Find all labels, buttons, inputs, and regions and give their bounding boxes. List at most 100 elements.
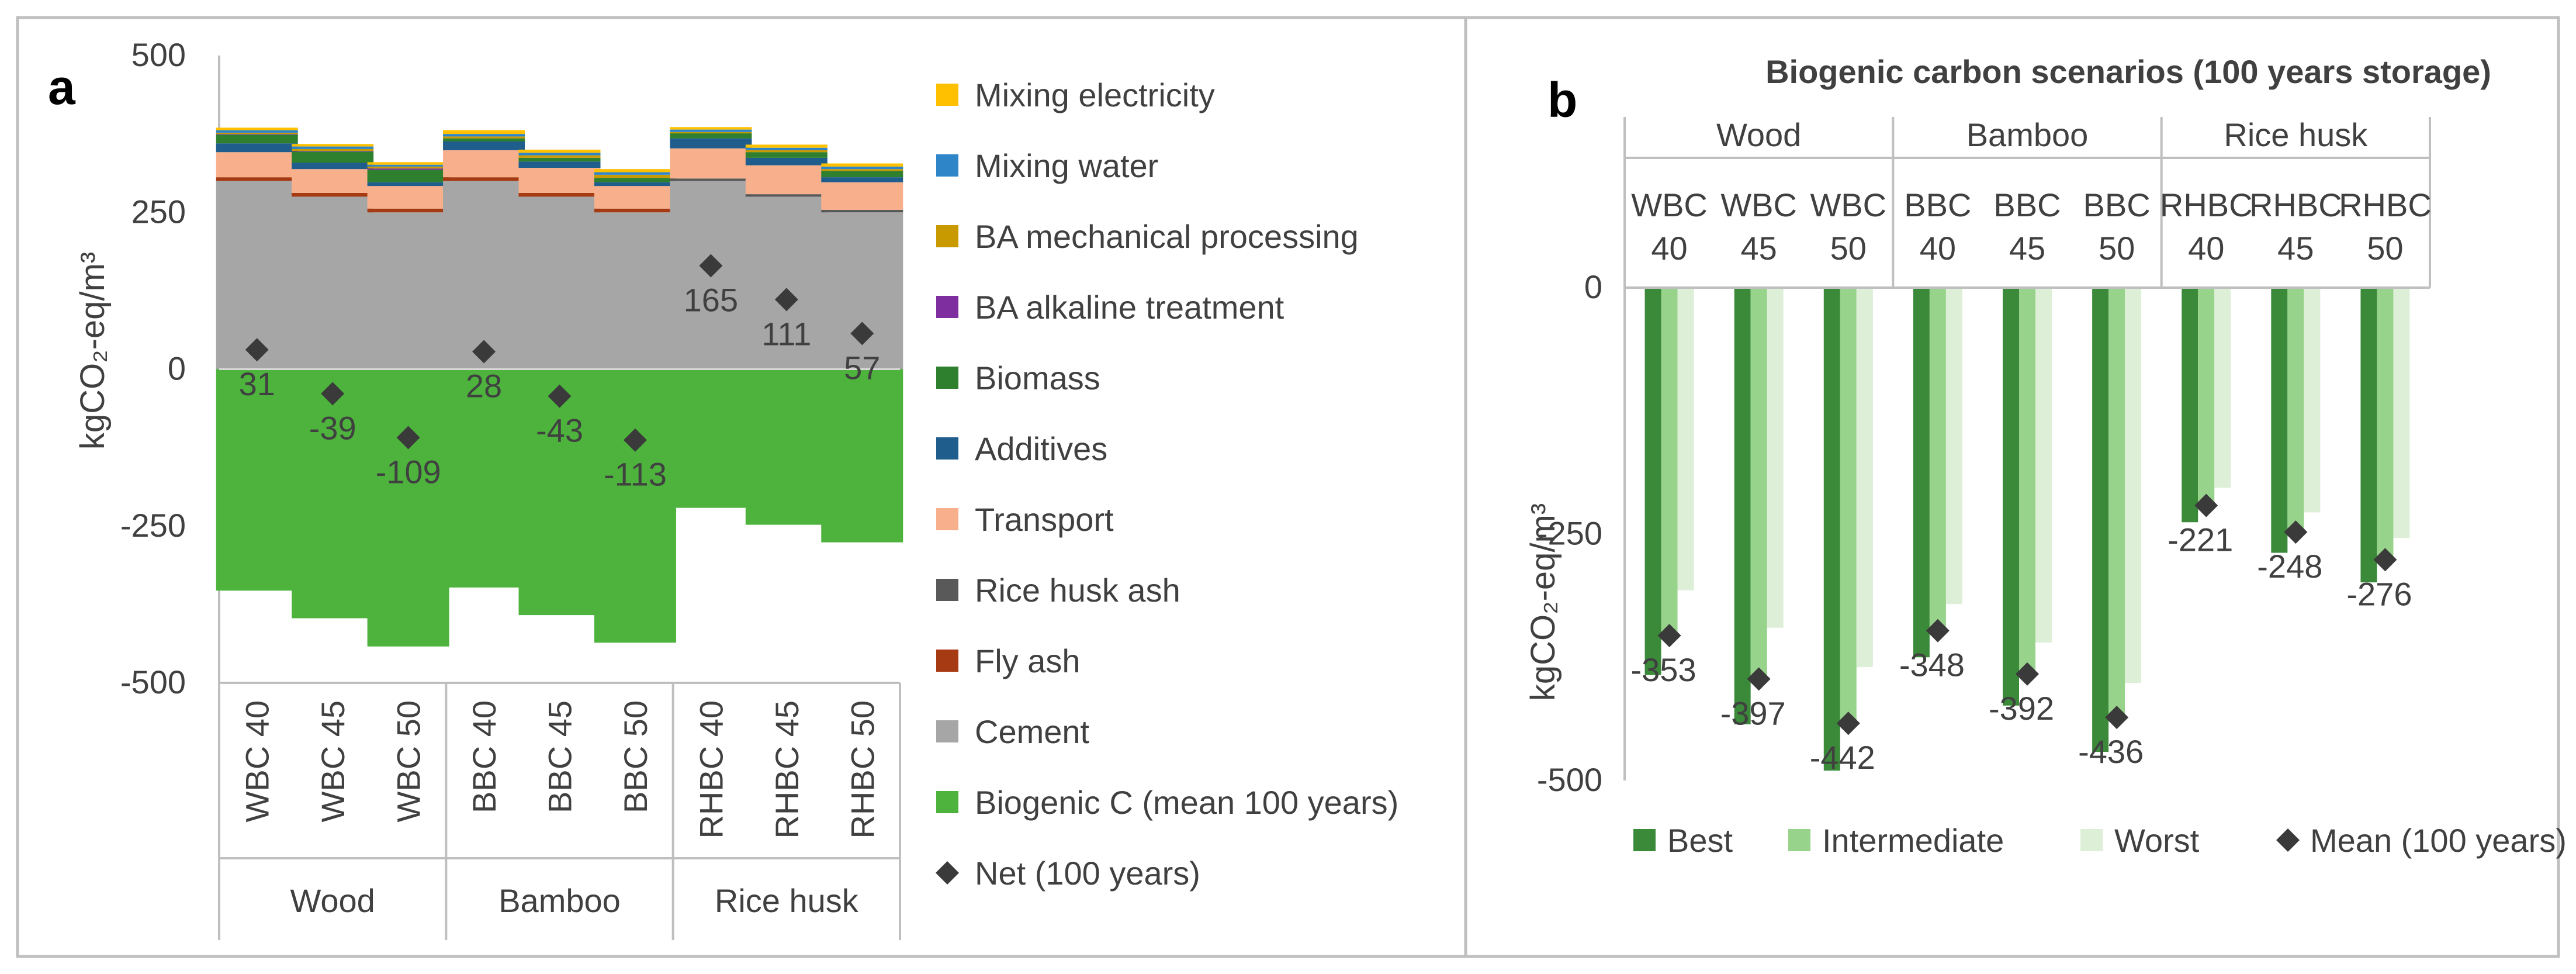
legend-swatch-intermediate	[1788, 829, 1810, 851]
bar-biogenic-c-mean-100-years	[745, 369, 827, 525]
bar-cement	[443, 181, 525, 369]
net-marker	[699, 254, 723, 278]
bar-additives	[670, 138, 752, 148]
bar-intermediate	[2377, 289, 2394, 560]
bar-biogenic-c-mean-100-years	[821, 369, 903, 543]
bar-ba-mechanical-processing	[292, 148, 374, 151]
bar-cement	[216, 181, 298, 369]
legend-label: Cement	[975, 713, 1090, 750]
bar-worst	[2214, 289, 2231, 488]
x-tick-label: 50	[1830, 230, 1867, 267]
mean-value-label: -397	[1720, 695, 1786, 731]
bar-additives	[821, 177, 903, 182]
net-marker	[396, 426, 420, 450]
legend-swatch-rice-husk-ash	[936, 579, 958, 601]
panel-a: a -500 -250 0 250 500 kgCO₂-eq/m³ 31 -39 -109 2…	[48, 36, 1398, 940]
x-tick-label: BBC	[1904, 186, 1971, 223]
x-tick-label: 40	[2188, 230, 2224, 267]
bar-ba-mechanical-processing	[443, 136, 525, 139]
bar-best	[2360, 289, 2377, 583]
bar-mixing-electricity	[518, 149, 601, 153]
bar-fly-ash	[518, 192, 601, 197]
y-tick-label: 0	[1584, 268, 1602, 305]
bar-cement	[745, 196, 827, 369]
bar-mixing-electricity	[670, 127, 752, 130]
y-tick-label: -500	[1537, 761, 1602, 798]
bar-additives	[518, 161, 601, 168]
net-value-label: 28	[466, 367, 502, 404]
bar-transport	[367, 186, 449, 209]
x-tick-label: WBC 50	[390, 700, 427, 823]
bar-cement	[821, 212, 903, 369]
y-tick-label: -250	[120, 507, 186, 544]
bar-mixing-electricity	[443, 130, 525, 134]
bar-worst	[1945, 289, 1962, 605]
net-value-label: -43	[536, 412, 583, 449]
x-tick-label: BBC	[2083, 186, 2151, 223]
bar-fly-ash	[443, 177, 525, 181]
legend-label: Transport	[975, 501, 1114, 538]
legend-label: Worst	[2114, 822, 2200, 859]
x-tick-label: RHBC 40	[693, 700, 729, 839]
legend-label: Fly ash	[975, 643, 1081, 679]
bar-mixing-water	[443, 134, 525, 137]
mean-marker	[2373, 548, 2397, 572]
bar-biomass	[216, 134, 298, 144]
legend-label: BA alkaline treatment	[975, 289, 1284, 326]
x-tick-label: RHBC 50	[844, 700, 881, 839]
bar-biomass	[443, 138, 525, 142]
group-label: Bamboo	[1966, 116, 2089, 153]
bar-intermediate	[1661, 289, 1678, 636]
x-tick-label: RHBC	[2339, 186, 2432, 223]
bar-mixing-water	[518, 153, 601, 156]
mean-marker	[2016, 662, 2039, 686]
net-value-label: 111	[761, 315, 811, 352]
bar-fly-ash	[367, 208, 449, 213]
legend-label: Net (100 years)	[975, 855, 1200, 892]
legend-label: Mean (100 years)	[2310, 822, 2567, 859]
bar-worst	[1856, 289, 1873, 668]
bar-mixing-water	[821, 166, 903, 170]
bar-worst	[2125, 289, 2142, 683]
legend-mean-marker	[2276, 828, 2300, 852]
x-tick-label: WBC	[1720, 186, 1797, 223]
bar-additives	[216, 143, 298, 153]
bar-worst	[1767, 289, 1784, 628]
x-tick-label: 45	[2009, 230, 2045, 267]
bar-mixing-electricity	[292, 144, 374, 147]
legend-label: Mixing electricity	[975, 77, 1215, 113]
bar-mixing-electricity	[367, 162, 449, 165]
mean-marker	[1657, 624, 1681, 648]
bar-mixing-electricity	[594, 169, 676, 172]
mean-value-label: -442	[1810, 739, 1875, 776]
bar-biomass	[367, 170, 449, 182]
bar-biogenic-c-mean-100-years	[594, 369, 676, 643]
x-tick-label: 45	[1741, 230, 1777, 267]
bar-transport	[443, 150, 525, 178]
bar-transport	[670, 148, 752, 179]
net-value-label: -109	[376, 453, 441, 490]
bar-best	[2092, 289, 2109, 752]
bar-transport	[745, 165, 827, 195]
bar-worst	[2035, 289, 2052, 643]
mean-value-label: -392	[1989, 690, 2054, 727]
bar-biogenic-c-mean-100-years	[216, 369, 298, 591]
x-tick-label: WBC 45	[314, 700, 351, 823]
bar-ba-mechanical-processing	[821, 169, 903, 171]
net-value-label: 57	[844, 349, 880, 386]
bar-transport	[594, 186, 676, 209]
legend-label: BA mechanical processing	[975, 218, 1359, 255]
legend-swatch-best	[1633, 829, 1656, 851]
x-tick-label: 50	[2367, 230, 2403, 267]
mean-marker	[1747, 667, 1771, 691]
x-tick-label: BBC 45	[542, 700, 579, 813]
bar-biomass	[821, 171, 903, 178]
bar-fly-ash	[594, 208, 676, 213]
bar-ba-mechanical-processing	[745, 150, 827, 153]
y-tick-label: -250	[1537, 515, 1602, 552]
x-tick-label: RHBC	[2249, 186, 2342, 223]
legend-label: Rice husk ash	[975, 572, 1180, 609]
legend-swatch-biogenic-c-mean-100-years	[936, 791, 958, 813]
bar-cement	[367, 212, 449, 369]
